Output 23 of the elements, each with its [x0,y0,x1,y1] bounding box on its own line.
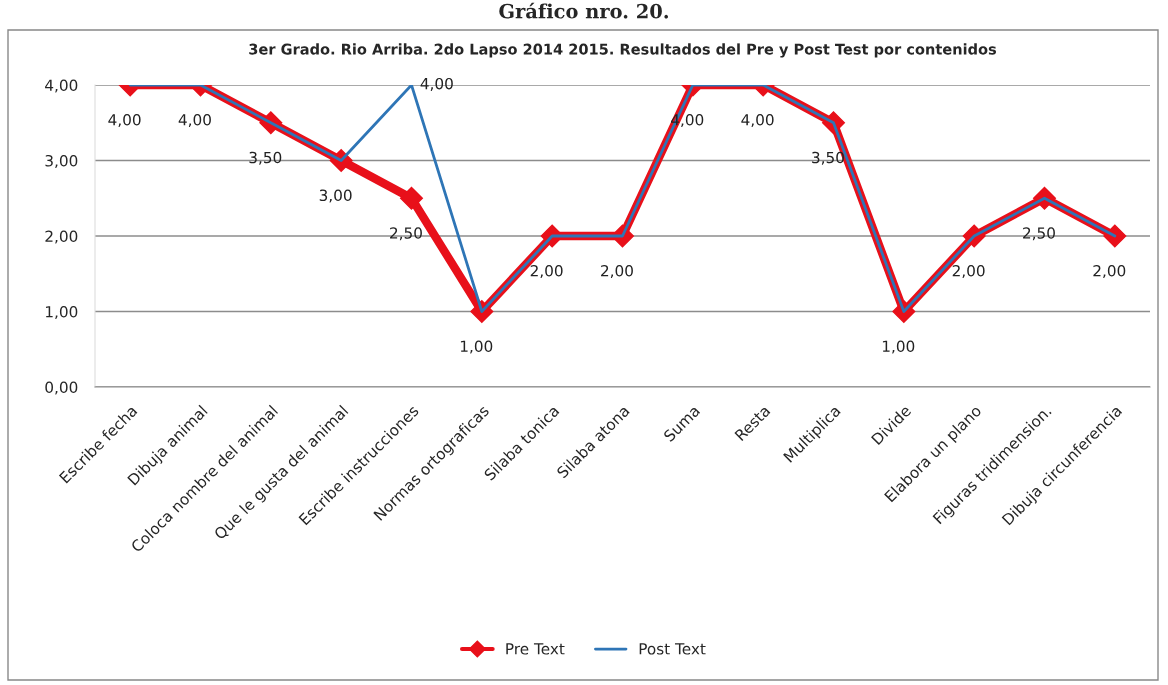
legend-label: Pre Text [506,643,565,655]
data-label: 3,00 [319,189,352,203]
data-label: 1,00 [460,340,493,354]
y-tick-label: 3,00 [45,154,78,169]
data-label: 2,50 [390,227,422,241]
data-label: 4,00 [420,77,453,91]
legend-label: Post Text [639,643,706,655]
y-tick-label: 4,00 [45,79,78,93]
data-label: 2,00 [530,264,563,279]
text: Gráfico nro. 20. [499,2,668,19]
data-label: 2,50 [1023,227,1055,241]
data-label: 4,00 [741,113,774,128]
chart-title: 3er Grado. Rio Arriba. 2do Lapso 2014 2015. Resultados del Pre y Post Test por contenidos [249,43,997,58]
data-label: 4,00 [108,113,141,128]
data-label: 4,00 [178,113,211,128]
y-tick-label: 2,00 [45,230,78,244]
data-label: 2,00 [1093,264,1126,279]
data-label: 2,00 [952,264,985,279]
data-label: 2,00 [601,264,633,279]
y-tick-label: 1,00 [45,305,78,320]
data-label: 1,00 [882,340,915,354]
y-tick-label: 0,00 [45,381,78,395]
data-label: 3,50 [249,151,282,165]
